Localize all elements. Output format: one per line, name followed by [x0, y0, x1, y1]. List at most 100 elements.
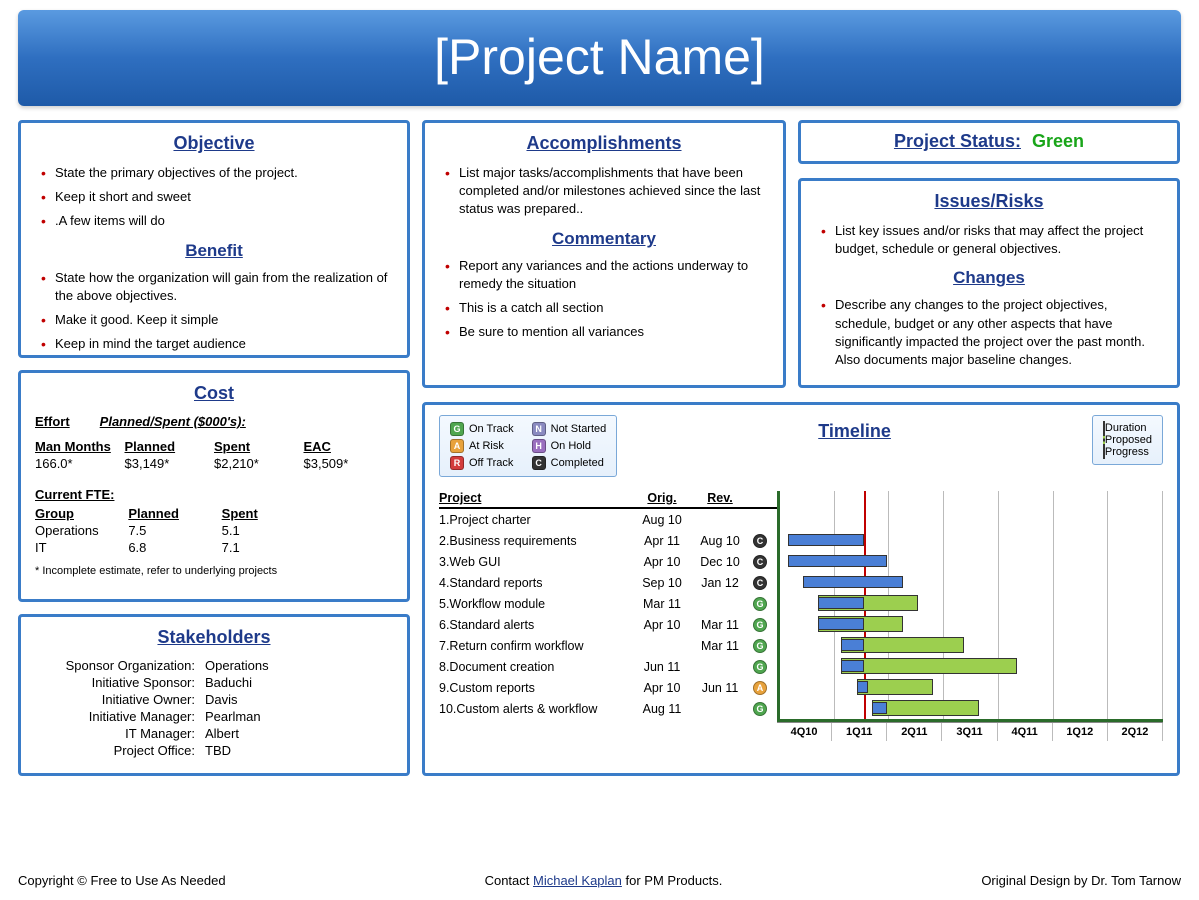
gantt-task-row: 8.Document creationJun 11G	[439, 656, 777, 677]
footer-right: Original Design by Dr. Tom Tarnow	[981, 873, 1181, 888]
issues-panel: Issues/Risks List key issues and/or risk…	[798, 178, 1180, 388]
gantt-bar	[803, 576, 903, 588]
gantt-bar	[841, 660, 864, 672]
benefit-heading: Benefit	[35, 241, 393, 261]
gantt-bar	[818, 618, 864, 630]
commentary-list: Report any variances and the actions und…	[439, 257, 769, 342]
list-item: Make it good. Keep it simple	[41, 311, 393, 329]
cost-heading: Cost	[35, 383, 393, 404]
timeline-panel: GOn TrackNNot StartedAAt RiskHOn HoldROf…	[422, 402, 1180, 776]
gantt-col-headers: Project Orig. Rev.	[439, 491, 777, 509]
stakeholder-row: IT Manager:Albert	[35, 726, 393, 741]
gantt-task-row: 3.Web GUIApr 10Dec 10C	[439, 551, 777, 572]
objective-heading: Objective	[35, 133, 393, 154]
gantt-bar	[872, 700, 979, 716]
status-value: Green	[1032, 131, 1084, 151]
objective-list: State the primary objectives of the proj…	[35, 164, 393, 231]
status-dot: C	[753, 555, 767, 569]
gantt-task-row: 9.Custom reportsApr 10Jun 11A	[439, 677, 777, 698]
gantt-task-row: 5.Workflow moduleMar 11G	[439, 593, 777, 614]
list-item: Describe any changes to the project obje…	[821, 296, 1163, 369]
gantt-bar	[857, 681, 868, 693]
status-dot: G	[753, 597, 767, 611]
gantt-task-row: 1.Project charterAug 10	[439, 509, 777, 530]
gantt-bar-row	[780, 509, 1163, 530]
benefit-list: State how the organization will gain fro…	[35, 269, 393, 354]
gantt-task-row: 7.Return confirm workflowMar 11G	[439, 635, 777, 656]
cost-table1-row: 166.0*$3,149*$2,210*$3,509*	[35, 456, 393, 471]
stakeholder-row: Project Office:TBD	[35, 743, 393, 758]
legend-item: Progress	[1103, 446, 1152, 458]
gantt-bar-row	[780, 635, 1163, 656]
cost-panel: Cost Effort Planned/Spent ($000's): Man …	[18, 370, 410, 602]
gantt-bar-row	[780, 530, 1163, 551]
contact-link[interactable]: Michael Kaplan	[533, 873, 622, 888]
status-dot: G	[753, 660, 767, 674]
legend-item: HOn Hold	[532, 439, 607, 453]
effort-label: Effort	[35, 414, 70, 429]
timeline-heading: Timeline	[637, 415, 1072, 442]
status-dot: C	[753, 576, 767, 590]
status-dot: C	[753, 534, 767, 548]
objective-panel: Objective State the primary objectives o…	[18, 120, 410, 358]
list-item: Be sure to mention all variances	[445, 323, 769, 341]
commentary-heading: Commentary	[439, 229, 769, 249]
gantt-axis: 4Q101Q112Q113Q114Q111Q122Q12	[777, 722, 1163, 741]
planned-spent-label: Planned/Spent ($000's):	[100, 414, 246, 429]
gantt-bar	[857, 679, 934, 695]
stakeholder-row: Initiative Manager:Pearlman	[35, 709, 393, 724]
list-item: .A few items will do	[41, 212, 393, 230]
gantt-bar-row	[780, 656, 1163, 677]
gantt-task-row: 10.Custom alerts & workflowAug 11G	[439, 698, 777, 719]
status-panel: Project Status: Green	[798, 120, 1180, 164]
gantt-bar	[872, 702, 887, 714]
gantt-bar	[788, 534, 865, 546]
status-legend: GOn TrackNNot StartedAAt RiskHOn HoldROf…	[439, 415, 617, 477]
accomplishments-list: List major tasks/accomplishments that ha…	[439, 164, 769, 219]
list-item: This is a catch all section	[445, 299, 769, 317]
status-dot: A	[753, 681, 767, 695]
gantt-task-row: 6.Standard alertsApr 10Mar 11G	[439, 614, 777, 635]
gantt-task-row: 2.Business requirementsApr 11Aug 10C	[439, 530, 777, 551]
accomplishments-panel: Accomplishments List major tasks/accompl…	[422, 120, 786, 388]
issues-heading: Issues/Risks	[815, 191, 1163, 212]
legend-item: CCompleted	[532, 456, 607, 470]
footer: Copyright © Free to Use As Needed Contac…	[18, 873, 1181, 888]
bar-legend: DurationProposedProgress	[1092, 415, 1163, 465]
list-item: State the primary objectives of the proj…	[41, 164, 393, 182]
list-item: List key issues and/or risks that may af…	[821, 222, 1163, 258]
legend-item: ROff Track	[450, 456, 514, 470]
list-item: List major tasks/accomplishments that ha…	[445, 164, 769, 219]
footer-left: Copyright © Free to Use As Needed	[18, 873, 226, 888]
table-row: IT6.87.1	[35, 540, 315, 555]
gantt-bar-row	[780, 593, 1163, 614]
status-dot: G	[753, 702, 767, 716]
legend-item: GOn Track	[450, 422, 514, 436]
table-row: Operations7.55.1	[35, 523, 315, 538]
fte-label: Current FTE:	[35, 487, 114, 502]
gantt-bar-row	[780, 551, 1163, 572]
gantt-bar	[841, 658, 1017, 674]
cost-note: * Incomplete estimate, refer to underlyi…	[35, 565, 393, 577]
status-label: Project Status:	[894, 131, 1021, 151]
gantt-bar	[841, 639, 864, 651]
accomplishments-heading: Accomplishments	[439, 133, 769, 154]
list-item: Report any variances and the actions und…	[445, 257, 769, 293]
cost-table2-rows: Operations7.55.1 IT6.87.1	[35, 523, 393, 555]
stakeholders-rows: Sponsor Organization:Operations Initiativ…	[35, 658, 393, 758]
list-item: Keep in mind the target audience	[41, 335, 393, 353]
status-dot: G	[753, 639, 767, 653]
changes-list: Describe any changes to the project obje…	[815, 296, 1163, 369]
legend-item: Duration	[1103, 422, 1152, 434]
footer-center: Contact Michael Kaplan for PM Products.	[485, 873, 723, 888]
gantt-bar-row	[780, 677, 1163, 698]
gantt-bar-row	[780, 614, 1163, 635]
stakeholder-row: Sponsor Organization:Operations	[35, 658, 393, 673]
issues-list: List key issues and/or risks that may af…	[815, 222, 1163, 258]
gantt-bar-row	[780, 572, 1163, 593]
gantt-bar-row	[780, 698, 1163, 719]
project-title-banner: [Project Name]	[18, 10, 1181, 106]
stakeholders-panel: Stakeholders Sponsor Organization:Operat…	[18, 614, 410, 776]
dashboard-layout: Objective State the primary objectives o…	[18, 120, 1181, 862]
cost-table1-header: Man MonthsPlannedSpentEAC	[35, 439, 393, 454]
